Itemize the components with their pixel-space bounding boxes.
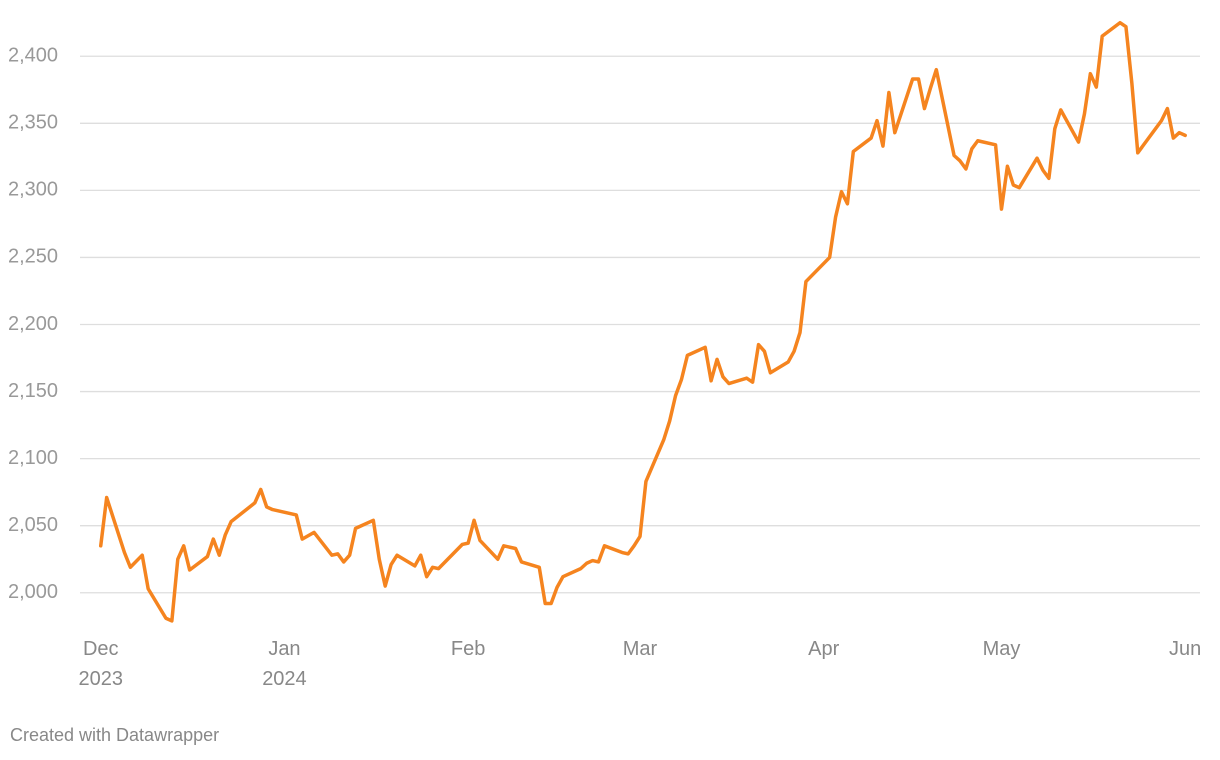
y-tick-label: 2,400 bbox=[8, 45, 58, 67]
x-tick-label: Apr bbox=[808, 638, 840, 660]
x-tick-label: Jan 2024 bbox=[262, 638, 307, 690]
x-tick-label: Jun bbox=[1169, 638, 1202, 660]
x-tick-label: Dec 2023 bbox=[78, 638, 123, 690]
y-tick-label: 2,200 bbox=[8, 313, 58, 335]
y-tick-label: 2,050 bbox=[8, 514, 58, 536]
x-tick-label: Mar bbox=[622, 638, 658, 660]
price-line bbox=[98, 20, 1187, 623]
y-tick-label: 2,100 bbox=[8, 447, 58, 469]
y-tick-label: 2,300 bbox=[8, 179, 58, 201]
y-tick-label: 2,250 bbox=[8, 246, 58, 268]
y-tick-label: 2,000 bbox=[8, 581, 58, 603]
x-tick-label: Feb bbox=[450, 638, 486, 660]
footer: Created with Datawrapper bbox=[10, 725, 220, 745]
y-tick-label: 2,150 bbox=[8, 380, 58, 402]
x-tick-label: May bbox=[982, 638, 1021, 660]
y-tick-label: 2,350 bbox=[8, 112, 58, 134]
